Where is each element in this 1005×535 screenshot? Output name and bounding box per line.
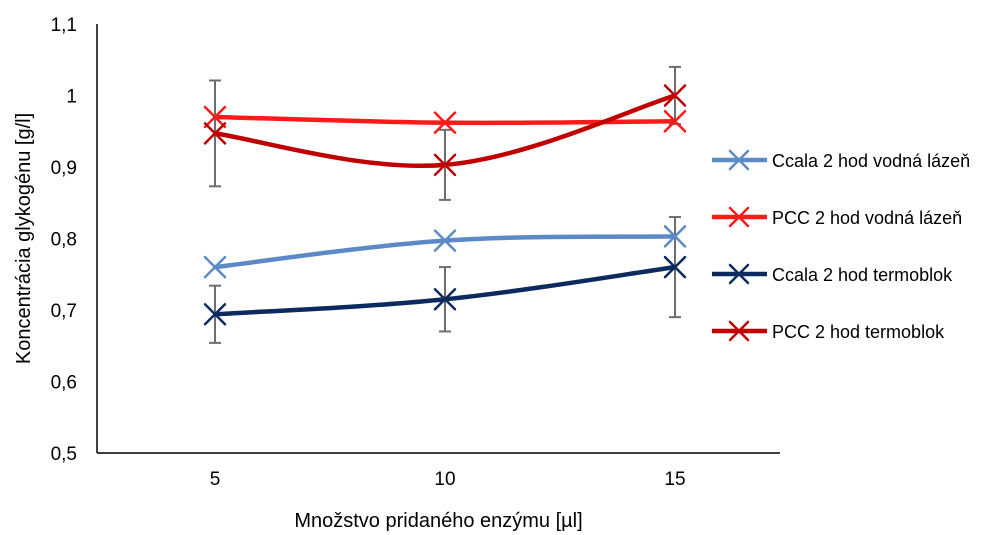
y-tick-label: 1: [66, 87, 77, 108]
marker-stroke: [728, 206, 750, 228]
series-2: [203, 105, 687, 134]
series-3: [203, 255, 687, 326]
series-layer: [203, 84, 687, 326]
marker-stroke: [728, 320, 750, 342]
series-1: [203, 225, 687, 279]
data-point: [203, 105, 227, 129]
legend-item: Ccala 2 hod vodná lázeň: [712, 149, 970, 171]
data-point: [433, 111, 457, 134]
data-point: [663, 255, 687, 279]
legend-marker: [728, 149, 750, 171]
marker-stroke: [663, 225, 687, 248]
y-tick-label: 0,7: [51, 301, 77, 322]
y-tick-label: 1,1: [51, 15, 77, 36]
x-tick-label: 15: [664, 469, 685, 490]
legend-marker: [728, 320, 750, 342]
marker-stroke: [203, 303, 227, 326]
data-point: [433, 288, 457, 311]
legend-label: Ccala 2 hod termoblok: [772, 265, 953, 285]
y-axis-label: Koncentrácia glykogénu [g/l]: [13, 113, 35, 364]
marker-stroke: [433, 153, 457, 177]
legend-marker: [728, 263, 750, 285]
marker-stroke: [728, 149, 750, 171]
x-tick-label: 10: [434, 469, 455, 490]
marker-stroke: [203, 255, 227, 279]
y-tick-labels: 0,5 0,6 0,7 0,8 0,9 1 1,1: [51, 15, 77, 465]
x-axis-label: Množstvo pridaného enzýmu [µl]: [294, 510, 582, 532]
series-4: [203, 84, 687, 177]
y-tick-label: 0,8: [51, 230, 77, 251]
marker-stroke: [433, 288, 457, 311]
marker-stroke: [433, 229, 457, 252]
data-point: [433, 229, 457, 252]
legend-item: PCC 2 hod termoblok: [712, 320, 945, 342]
data-point: [663, 109, 687, 133]
y-tick-label: 0,5: [51, 444, 77, 465]
legend-label: PCC 2 hod vodná lázeň: [772, 208, 962, 228]
marker-stroke: [433, 111, 457, 134]
data-point: [203, 255, 227, 279]
y-tick-label: 0,9: [51, 158, 77, 179]
x-tick-labels: 5 10 15: [210, 469, 686, 490]
legend-item: PCC 2 hod vodná lázeň: [712, 206, 962, 228]
legend: Ccala 2 hod vodná lázeň PCC 2 hod vodná l…: [712, 149, 970, 342]
x-tick-label: 5: [210, 469, 221, 490]
data-point: [663, 84, 687, 107]
data-point: [663, 225, 687, 248]
marker-stroke: [728, 263, 750, 285]
marker-stroke: [663, 84, 687, 107]
legend-item: Ccala 2 hod termoblok: [712, 263, 953, 285]
marker-stroke: [663, 255, 687, 279]
data-point: [203, 303, 227, 326]
axes: [96, 24, 780, 454]
y-tick-label: 0,6: [51, 373, 77, 394]
legend-label: Ccala 2 hod vodná lázeň: [772, 151, 970, 171]
data-point: [433, 153, 457, 177]
legend-label: PCC 2 hod termoblok: [772, 322, 945, 342]
legend-marker: [728, 206, 750, 228]
marker-stroke: [203, 105, 227, 129]
marker-stroke: [203, 122, 227, 145]
marker-stroke: [663, 109, 687, 133]
data-point: [203, 122, 227, 145]
